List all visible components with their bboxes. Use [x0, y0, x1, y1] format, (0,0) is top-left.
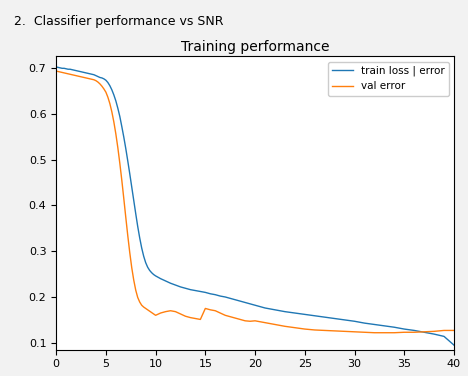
Line: train loss | error: train loss | error — [56, 67, 454, 345]
train loss | error — [95, 74, 101, 79]
train loss | error — [75, 69, 81, 73]
val error — [95, 80, 101, 84]
val error — [451, 328, 457, 333]
val error — [372, 331, 377, 335]
train loss | error — [451, 343, 457, 347]
Text: 2.  Classifier performance vs SNR: 2. Classifier performance vs SNR — [14, 15, 224, 28]
val error — [99, 84, 105, 88]
train loss | error — [99, 76, 105, 80]
Legend: train loss | error, val error: train loss | error, val error — [328, 62, 449, 96]
val error — [53, 69, 59, 73]
train loss | error — [431, 332, 437, 337]
train loss | error — [312, 314, 318, 318]
train loss | error — [53, 65, 59, 69]
Title: Training performance: Training performance — [181, 40, 329, 54]
val error — [431, 329, 437, 334]
Line: val error: val error — [56, 71, 454, 333]
val error — [75, 74, 81, 78]
train loss | error — [421, 330, 427, 335]
val error — [312, 328, 318, 332]
val error — [441, 328, 447, 333]
